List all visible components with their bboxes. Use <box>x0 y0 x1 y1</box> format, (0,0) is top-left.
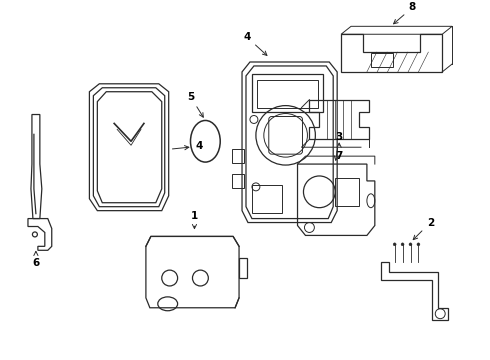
Bar <box>232 174 244 188</box>
Circle shape <box>417 243 420 246</box>
Text: 4: 4 <box>244 32 267 55</box>
Text: 4: 4 <box>172 141 203 151</box>
Bar <box>257 80 318 108</box>
Bar <box>371 53 392 67</box>
Text: 1: 1 <box>191 211 198 229</box>
Circle shape <box>409 243 412 246</box>
Text: 3: 3 <box>334 132 343 160</box>
Bar <box>252 185 282 213</box>
Circle shape <box>393 243 396 246</box>
Text: 6: 6 <box>32 251 40 268</box>
Text: 5: 5 <box>187 92 203 117</box>
Text: 8: 8 <box>393 3 416 24</box>
Circle shape <box>401 243 404 246</box>
Bar <box>335 178 359 206</box>
Text: 7: 7 <box>336 143 343 161</box>
Bar <box>232 149 244 163</box>
Bar <box>252 74 323 112</box>
Text: 2: 2 <box>413 217 434 240</box>
